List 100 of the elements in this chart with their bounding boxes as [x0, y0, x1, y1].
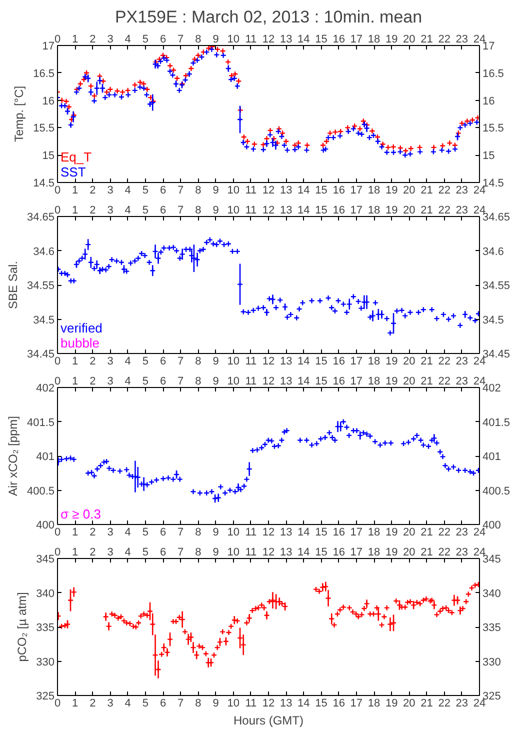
x-tick-label: 10 [227, 546, 240, 558]
y2-tick-label: 340 [482, 588, 501, 600]
x2-tick-label: 0 [54, 526, 61, 538]
x2-tick-label: 7 [178, 698, 184, 710]
x-tick-label: 11 [245, 546, 257, 558]
x-tick-label: 20 [403, 376, 416, 388]
x2-tick-label: 23 [456, 184, 468, 196]
x2-tick-label: 24 [473, 356, 486, 368]
x2-tick-label: 24 [473, 526, 486, 538]
x-tick-label: 9 [212, 546, 219, 558]
y-tick-label: 15.5 [33, 122, 55, 135]
y-tick-label: 401 [36, 451, 55, 463]
x-tick-label: 0 [54, 204, 61, 216]
x-tick-label: 20 [403, 204, 416, 216]
x-tick-label: 2 [90, 546, 96, 558]
x-tick-label: 15 [315, 34, 328, 46]
x2-tick-label: 8 [195, 184, 202, 196]
y2-tick-label: 34.55 [482, 280, 510, 292]
x2-tick-label: 4 [124, 698, 131, 710]
x-tick-label: 3 [107, 34, 114, 46]
x2-tick-label: 9 [212, 356, 219, 368]
x-tick-label: 12 [262, 204, 275, 216]
text: SST [60, 164, 86, 180]
legend-label: bubble [60, 336, 100, 350]
y2-tick-label: 15 [482, 150, 495, 162]
x2-tick-label: 8 [195, 526, 202, 538]
x2-tick-label: 8 [195, 356, 202, 368]
x2-tick-label: 4 [124, 356, 131, 368]
y-tick-label: 400.5 [26, 485, 55, 498]
y2-tick-label: 400.5 [482, 485, 510, 498]
x2-tick-label: 24 [473, 184, 486, 196]
x-tick-label: 9 [212, 376, 219, 388]
x-tick-label: 10 [227, 204, 240, 216]
y-tick-label: 14.5 [33, 178, 55, 190]
annotation: σ ≥ 0.3 [60, 506, 101, 522]
x-tick-label: 21 [420, 376, 433, 388]
y-tick-label: 345 [36, 554, 55, 566]
y2-tick-label: 401.5 [482, 416, 510, 429]
x-tick-label: 21 [420, 204, 433, 216]
x2-tick-label: 2 [90, 184, 96, 196]
x-tick-label: 6 [160, 204, 166, 216]
x-tick-label: 2 [90, 34, 96, 46]
x-tick-label: 10 [227, 376, 240, 388]
x2-tick-label: 22 [438, 526, 450, 538]
x-tick-label: 4 [124, 34, 131, 46]
x-tick-label: 1 [72, 34, 78, 46]
x2-tick-label: 10 [227, 526, 240, 538]
x-tick-label: 19 [385, 376, 398, 388]
x2-tick-label: 6 [160, 526, 166, 538]
x-tick-label: 0 [54, 34, 61, 46]
x2-tick-label: 13 [280, 698, 292, 710]
x2-tick-label: 9 [212, 698, 219, 710]
y2-tick-label: 34.6 [482, 246, 504, 258]
x-tick-label: 4 [124, 376, 131, 388]
y-axis-title: SBE Sal. [6, 260, 20, 310]
y2-tick-label: 34.65 [482, 212, 510, 224]
y-tick-label: 401.5 [26, 416, 55, 429]
x2-tick-label: 0 [54, 698, 61, 710]
x-tick-label: 6 [160, 34, 166, 46]
x-tick-label: 13 [280, 376, 292, 388]
y-tick-label: 330 [36, 656, 55, 668]
x2-tick-label: 2 [90, 356, 96, 368]
text: verified [60, 320, 102, 336]
x2-tick-label: 22 [438, 184, 450, 196]
x-tick-label: 16 [332, 376, 345, 388]
x-tick-label: 7 [178, 376, 184, 388]
x-tick-label: 20 [403, 546, 416, 558]
y-axis-title: Temp. [°C] [12, 86, 26, 142]
y2-tick-label: 15.5 [482, 122, 504, 135]
x2-tick-label: 14 [298, 184, 310, 196]
x2-tick-label: 17 [350, 356, 363, 368]
y-tick-label: 335 [36, 622, 55, 634]
x2-tick-label: 23 [456, 526, 468, 538]
y2-tick-label: 345 [482, 554, 501, 566]
x2-tick-label: 19 [385, 698, 398, 710]
y2-tick-label: 402 [482, 382, 501, 394]
x-tick-label: 5 [142, 546, 148, 558]
x-tick-label: 5 [142, 376, 148, 388]
x2-tick-label: 12 [262, 698, 275, 710]
y-axis-title: pCO₂ [µ atm] [15, 592, 30, 662]
x-tick-label: 18 [368, 546, 380, 558]
x2-tick-label: 10 [227, 356, 240, 368]
x-tick-label: 20 [403, 34, 416, 46]
x2-tick-label: 17 [350, 526, 363, 538]
x2-tick-label: 4 [124, 184, 131, 196]
y-axis-title: Air xCO₂ [ppm] [6, 416, 20, 496]
y-tick-label: 325 [36, 690, 55, 702]
x2-tick-label: 20 [403, 698, 416, 710]
x2-tick-label: 15 [315, 184, 328, 196]
x-tick-label: 19 [385, 204, 398, 216]
x-tick-label: 8 [195, 34, 202, 46]
x2-tick-label: 6 [160, 356, 166, 368]
x-tick-label: 11 [245, 34, 257, 46]
x2-tick-label: 16 [332, 356, 345, 368]
y2-tick-label: 335 [482, 622, 501, 634]
x2-tick-label: 14 [298, 356, 310, 368]
x-tick-label: 23 [456, 204, 468, 216]
x-tick-label: 6 [160, 546, 166, 558]
x-tick-label: 15 [315, 546, 328, 558]
x-tick-label: 21 [420, 34, 433, 46]
